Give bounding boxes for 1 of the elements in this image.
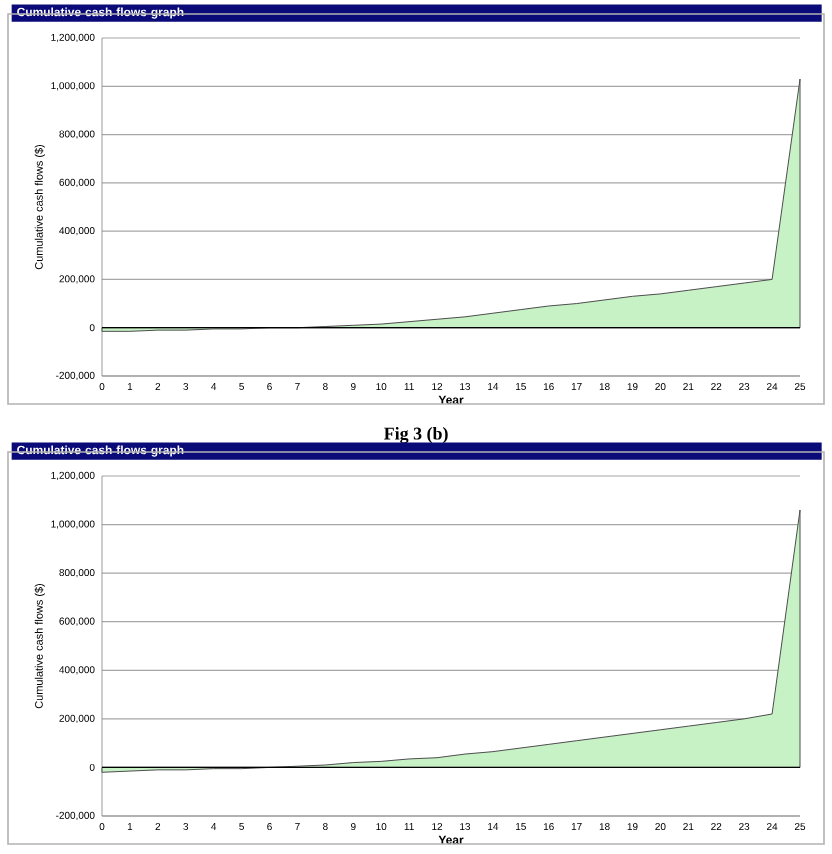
caption: Fig 3 (b) xyxy=(384,426,448,444)
